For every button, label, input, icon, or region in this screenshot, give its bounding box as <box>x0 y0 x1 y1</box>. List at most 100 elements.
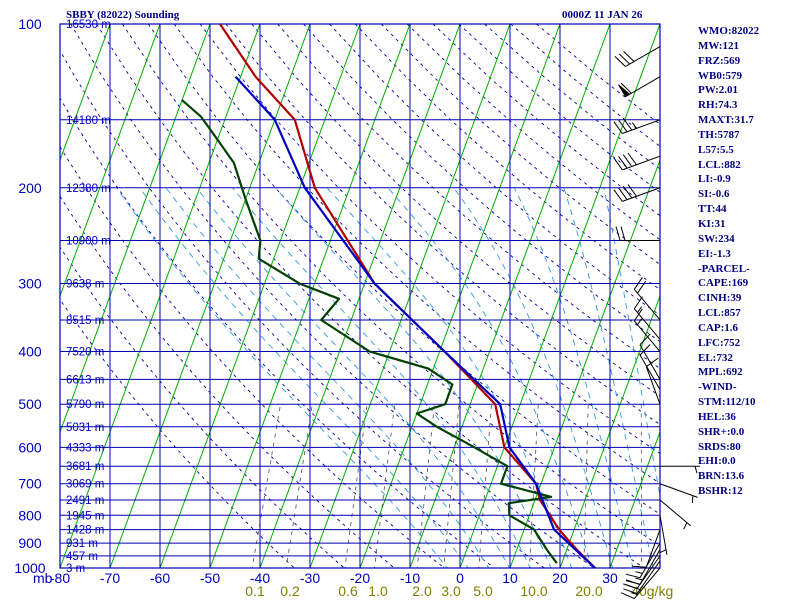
x-axis-label: mb <box>33 570 53 586</box>
mixing-ratio-line <box>344 404 368 568</box>
index-item: CAPE:169 <box>698 277 749 290</box>
mixing-ratio-line <box>583 404 589 568</box>
moist-adiabat-line <box>326 187 573 568</box>
isotherm-line <box>60 24 111 162</box>
temperature-tick-label: 20 <box>552 570 568 586</box>
dry-adiabat-line <box>173 24 660 484</box>
background-lines <box>0 24 660 568</box>
wind-barb <box>613 118 661 134</box>
wind-barb <box>618 76 661 98</box>
mixing-ratio-label: 0.2 <box>280 583 300 599</box>
index-item: PW:2.01 <box>698 84 739 97</box>
index-item: BRN:13.6 <box>698 470 745 483</box>
index-item: SW:234 <box>698 232 735 245</box>
isotherm-line <box>559 294 660 568</box>
parcel-line <box>234 75 596 568</box>
wind-barb <box>613 184 661 202</box>
temperature-tick-label: -40 <box>250 570 270 586</box>
temperature-tick-label: -80 <box>50 570 70 586</box>
mixing-ratio-label: 2.0 <box>412 583 432 599</box>
temperature-tick-label: 10 <box>502 570 518 586</box>
height-label: 16530 m <box>66 19 111 31</box>
pressure-tick-label: 400 <box>18 344 42 360</box>
mixing-ratio-label: 3.0 <box>441 583 461 599</box>
dry-adiabat-line <box>303 24 660 343</box>
moist-adiabat-line <box>275 187 552 568</box>
moist-adiabat-line <box>453 187 614 568</box>
wind-barb <box>633 277 661 321</box>
index-item: CAP:1.6 <box>698 321 739 334</box>
dry-adiabat-line <box>60 49 546 568</box>
mixing-ratio-label: 1.0 <box>368 583 388 599</box>
height-label: 457 m <box>66 551 98 563</box>
pressure-tick-label: 100 <box>18 16 42 32</box>
pressure-tick-label: 300 <box>18 276 42 292</box>
index-item: HEL:36 <box>698 410 736 423</box>
mixing-ratio-line <box>443 404 460 568</box>
sounding-timestamp: 0000Z 11 JAN 26 <box>562 9 643 21</box>
index-item: EI:-1.3 <box>698 247 731 260</box>
temperature-tick-label: -20 <box>350 570 370 586</box>
dry-adiabat-line <box>60 298 295 568</box>
mixing-ratio-label: 10.0 <box>520 583 547 599</box>
temperature-tick-label: -30 <box>300 570 320 586</box>
temperature-tick-label: -60 <box>150 570 170 586</box>
height-label: 9638 m <box>66 279 104 291</box>
wind-barb <box>614 46 661 67</box>
pressure-tick-label: 1000 <box>14 560 45 576</box>
index-item: LI:-0.9 <box>698 173 731 186</box>
height-label: 10900 m <box>66 235 111 247</box>
moist-adiabat-line <box>196 187 511 568</box>
mixing-ratio-label: 5.0 <box>473 583 493 599</box>
mixing-ratio-line <box>478 404 492 568</box>
pressure-tick-label: 700 <box>18 476 42 492</box>
temperature-tick-label: -70 <box>100 570 120 586</box>
pressure-tick-label: 900 <box>18 535 42 551</box>
dry-adiabat-line <box>536 24 660 125</box>
height-label: 1428 m <box>66 525 104 537</box>
moist-adiabat-line <box>513 187 634 568</box>
mixing-ratio-label: 0.6 <box>338 583 358 599</box>
dry-adiabat-line <box>60 97 496 568</box>
mixing-ratio-line <box>416 404 435 568</box>
index-item: EL:732 <box>698 351 733 364</box>
temperature-tick-label: 30 <box>602 570 618 586</box>
pressure-tick-label: 200 <box>18 180 42 196</box>
pressure-tick-label: 800 <box>18 507 42 523</box>
dry-adiabat-line <box>60 195 396 568</box>
stability-indices-panel: WMO:82022 MW:121 FRZ:569 WB0:579 PW:2.01 RH:7… <box>698 24 759 499</box>
temperature-line <box>219 24 596 568</box>
isotherm-line <box>60 24 161 298</box>
index-item: L57:5.5 <box>698 143 734 156</box>
height-label: 7520 m <box>66 347 104 359</box>
index-item: LCL:882 <box>698 158 741 171</box>
dry-adiabat-line <box>96 24 646 568</box>
height-label: 2491 m <box>66 495 104 507</box>
mixing-ratio-unit: g/kg <box>647 583 673 599</box>
temperature-tick-label: -10 <box>400 570 420 586</box>
index-item: CINH:39 <box>698 292 742 305</box>
dry-adiabat-line <box>60 246 345 568</box>
wind-barb <box>659 465 701 474</box>
height-label: 3681 m <box>66 461 104 473</box>
wind-barb <box>625 549 661 585</box>
index-item: RH:74.3 <box>698 99 738 112</box>
index-item: -PARCEL- <box>698 262 750 275</box>
index-item: BSHR:12 <box>698 485 743 498</box>
index-item: EHI:0.0 <box>698 455 736 468</box>
height-label: 931 m <box>66 538 98 550</box>
index-item: -WIND- <box>698 381 737 394</box>
wind-barb <box>631 529 661 568</box>
height-label: 8515 m <box>66 315 104 327</box>
height-label: 3 m <box>66 563 85 575</box>
index-item: LCL:857 <box>698 307 741 320</box>
moist-adiabat-line <box>116 187 448 568</box>
dry-adiabat-line <box>147 24 660 515</box>
height-label: 4333 m <box>66 442 104 454</box>
wind-barb <box>639 333 661 380</box>
index-item: MW:121 <box>698 39 739 52</box>
dry-adiabat-line <box>199 24 660 455</box>
height-label: 5790 m <box>66 399 104 411</box>
isotherm-line <box>0 24 10 568</box>
index-item: WB0:579 <box>698 69 742 82</box>
